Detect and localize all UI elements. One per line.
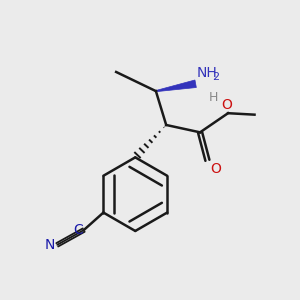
Text: O: O xyxy=(210,162,220,176)
Text: NH: NH xyxy=(196,66,217,80)
Text: H: H xyxy=(209,91,218,104)
Text: O: O xyxy=(221,98,232,112)
Polygon shape xyxy=(156,80,196,92)
Text: C: C xyxy=(73,223,82,236)
Text: N: N xyxy=(44,238,55,252)
Text: 2: 2 xyxy=(212,72,219,82)
